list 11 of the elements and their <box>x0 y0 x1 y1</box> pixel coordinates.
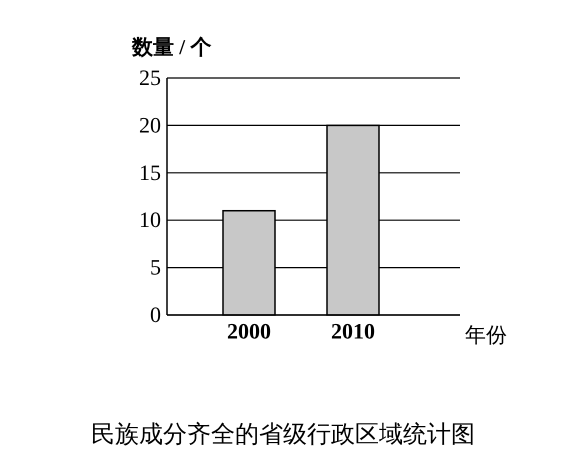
y-tick-label: 10 <box>139 207 161 232</box>
y-tick-label: 25 <box>139 65 161 90</box>
y-axis-title: 数量 / 个 <box>131 35 212 59</box>
y-tick-label: 0 <box>150 302 161 328</box>
y-tick-label: 15 <box>139 160 161 185</box>
y-tick-label: 20 <box>139 112 161 138</box>
x-tick-label: 2010 <box>331 318 375 344</box>
x-axis-title: 年份 <box>465 323 507 347</box>
y-tick-label: 5 <box>150 254 161 280</box>
x-tick-label: 2000 <box>227 318 271 344</box>
text: 民族成分齐全的省级行政区域统计图 <box>91 421 475 448</box>
